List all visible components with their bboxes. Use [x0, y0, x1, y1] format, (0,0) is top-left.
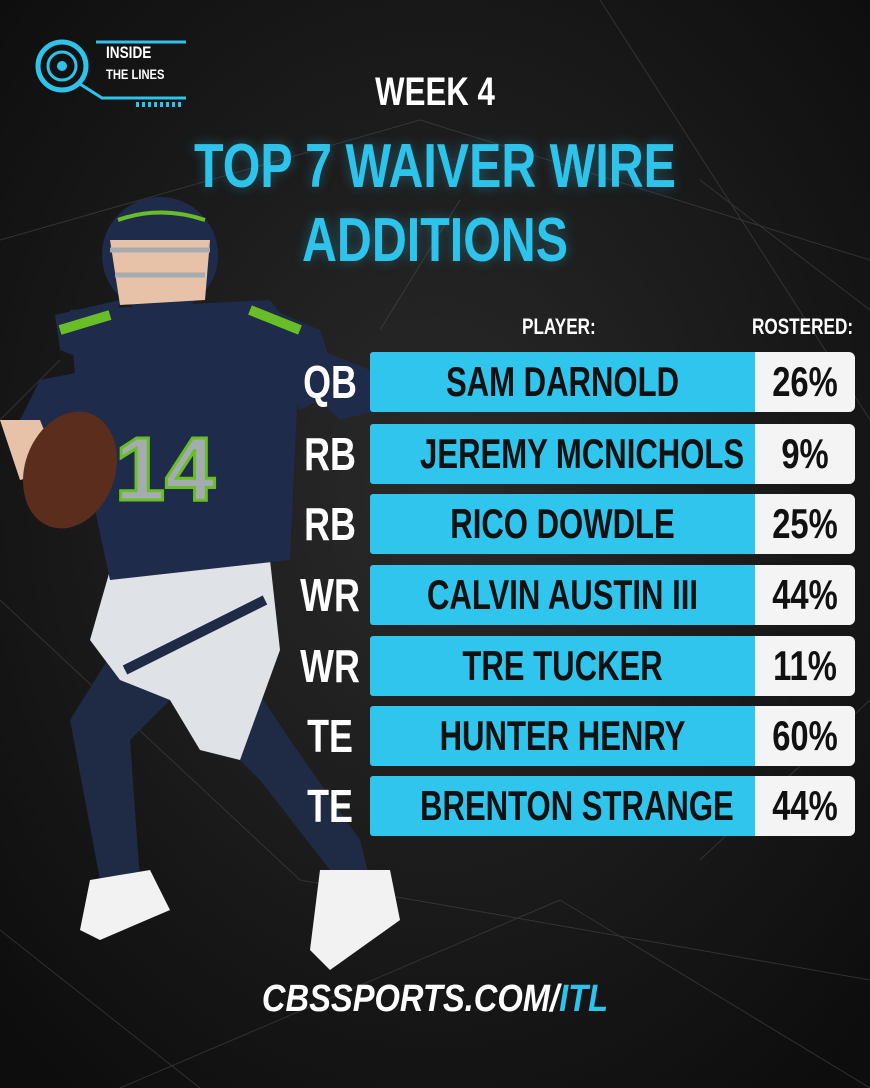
player-name-bar: CALVIN AUSTIN III: [370, 565, 755, 625]
player-name-bar: BRENTON STRANGE: [370, 776, 755, 836]
rostered-box: 60%: [755, 706, 855, 766]
player-name: SAM DARNOLD: [445, 358, 680, 405]
footer-url-suffix: ITL: [559, 978, 609, 1020]
table-row: RB JEREMY MCNICHOLS 9%: [0, 424, 870, 484]
player-name-bar: RICO DOWDLE: [370, 494, 755, 554]
logo-text-line2: THE LINES: [106, 66, 165, 82]
player-name-bar: JEREMY MCNICHOLS: [370, 424, 755, 484]
player-name: RICO DOWDLE: [450, 500, 675, 547]
rostered-value: 60%: [772, 712, 838, 759]
position-label: RB: [304, 428, 356, 480]
rostered-value: 44%: [772, 782, 838, 829]
rostered-box: 44%: [755, 565, 855, 625]
week-label: WEEK 4: [375, 70, 495, 114]
player-name: TRE TUCKER: [462, 642, 663, 689]
page-title: TOP 7 WAIVER WIRE ADDITIONS: [194, 132, 676, 275]
table-row: TE BRENTON STRANGE 44%: [0, 776, 870, 836]
table-row: WR CALVIN AUSTIN III 44%: [0, 565, 870, 625]
footer-url[interactable]: CBSSPORTS.COM/ITL: [61, 976, 809, 1022]
player-name-bar: HUNTER HENRY: [370, 706, 755, 766]
player-name: JEREMY MCNICHOLS: [420, 430, 745, 477]
player-name-bar: TRE TUCKER: [370, 636, 755, 696]
logo-icon: [35, 39, 186, 107]
player-name: CALVIN AUSTIN III: [426, 571, 699, 618]
table-row: RB RICO DOWDLE 25%: [0, 494, 870, 554]
position-label: QB: [303, 356, 357, 408]
player-name: BRENTON STRANGE: [420, 782, 734, 829]
position-label: WR: [300, 569, 360, 621]
position-label: TE: [307, 780, 353, 832]
column-header-rostered: ROSTERED:: [752, 314, 854, 339]
rostered-box: 25%: [755, 494, 855, 554]
player-image: 14: [0, 197, 400, 970]
rostered-value: 44%: [772, 571, 838, 618]
player-name: HUNTER HENRY: [439, 712, 686, 759]
player-name-bar: SAM DARNOLD: [370, 352, 755, 412]
logo-text-line1: INSIDE: [106, 43, 152, 62]
rostered-box: 26%: [755, 352, 855, 412]
rostered-box: 44%: [755, 776, 855, 836]
footer-url-main: CBSSPORTS.COM/: [261, 978, 560, 1020]
position-label: TE: [307, 710, 353, 762]
position-label: WR: [300, 640, 360, 692]
rostered-value: 11%: [773, 642, 837, 689]
column-header-player: PLAYER:: [522, 314, 596, 339]
position-label: RB: [304, 498, 356, 550]
table-row: TE HUNTER HENRY 60%: [0, 706, 870, 766]
jersey-number: 14: [115, 420, 215, 520]
rostered-box: 11%: [755, 636, 855, 696]
rostered-value: 26%: [772, 358, 838, 405]
rostered-box: 9%: [755, 424, 855, 484]
rostered-value: 9%: [781, 430, 829, 477]
table-row: QB SAM DARNOLD 26%: [0, 352, 870, 412]
table-row: WR TRE TUCKER 11%: [0, 636, 870, 696]
inside-the-lines-logo: [26, 34, 196, 110]
rostered-value: 25%: [772, 500, 838, 547]
